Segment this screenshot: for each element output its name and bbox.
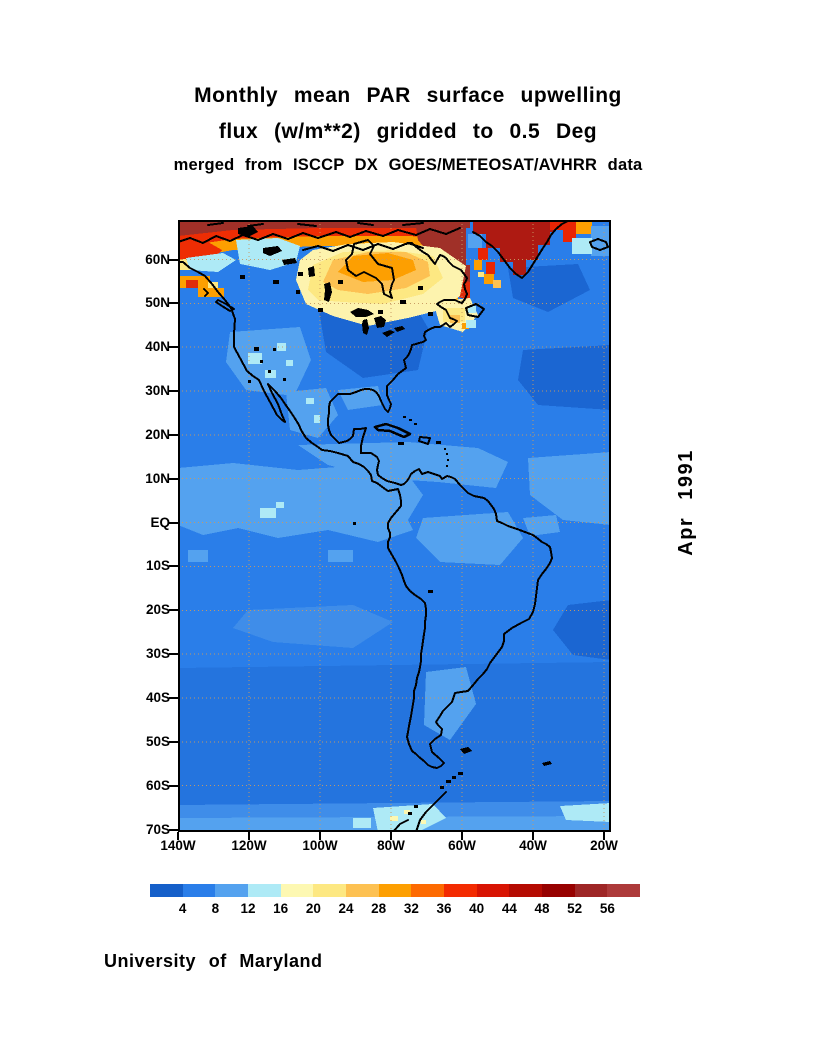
lat-tick-mark: [169, 740, 178, 743]
colorbar-segment: [346, 884, 379, 897]
lat-tick-mark: [169, 258, 178, 261]
lon-tick-mark: [532, 832, 534, 840]
lat-tick-label: 20N: [145, 426, 170, 442]
lon-tick-mark: [603, 832, 605, 840]
lat-tick-label: 70S: [145, 821, 170, 837]
colorbar-tick-label: 56: [599, 901, 615, 916]
colorbar-segment: [313, 884, 347, 897]
colorbar-segment: [476, 884, 510, 897]
colorbar-segment: [607, 884, 641, 897]
colorbar-segment: [150, 884, 183, 897]
colorbar-tick-label: 40: [469, 901, 485, 916]
colorbar-tick-label: 48: [534, 901, 550, 916]
colorbar-segment: [542, 884, 575, 897]
lat-tick-mark: [169, 653, 178, 656]
lat-tick-label: 50N: [145, 295, 170, 311]
lon-tick-label: 120W: [231, 838, 267, 853]
lat-tick-mark: [169, 346, 178, 349]
map-panel: 60N 50N 40N 30N 20N 10N EQ 10S 20S 30S 40S 50S 60S 70…: [145, 220, 618, 853]
colorbar-tick-label: 20: [305, 901, 321, 916]
lat-tick-label: 60S: [145, 777, 170, 793]
lat-tick-label: 30S: [145, 646, 170, 662]
lat-tick-mark: [169, 565, 178, 568]
lon-tick-mark: [461, 832, 463, 840]
chart-title-line1: Monthly mean PAR surface upwelling: [194, 84, 622, 107]
lon-tick-mark: [319, 832, 321, 840]
colorbar-tick-label: 44: [501, 901, 517, 916]
chart-subtitle: merged from ISCCP DX GOES/METEOSAT/AVHRR…: [173, 156, 643, 174]
lon-tick-label: 20W: [590, 838, 618, 853]
colorbar-segment: [574, 884, 608, 897]
lat-tick-mark: [169, 784, 178, 787]
colorbar-segment: [280, 884, 314, 897]
lat-tick-label: 20S: [145, 602, 170, 618]
lat-tick-label: 30N: [145, 383, 170, 399]
colorbar-segment: [248, 884, 281, 897]
colorbar-tick-label: 16: [273, 901, 289, 916]
lat-tick-mark: [169, 477, 178, 480]
colorbar-tick-label: 32: [403, 901, 419, 916]
colorbar-segment: [182, 884, 216, 897]
lon-tick-label: 40W: [519, 838, 547, 853]
chart-title-line2: flux (w/m**2) gridded to 0.5 Deg: [218, 120, 598, 143]
lat-tick-label: 10N: [145, 470, 170, 486]
colorbar-tick-label: 8: [211, 901, 220, 916]
lat-tick-mark: [169, 433, 178, 436]
lat-tick-mark: [169, 828, 178, 831]
lon-tick-label: 60W: [448, 838, 476, 853]
lon-tick-mark: [177, 832, 179, 840]
lat-tick-mark: [169, 609, 178, 612]
lon-tick-label: 140W: [160, 838, 196, 853]
lat-tick-label: 10S: [145, 558, 170, 574]
lat-tick-label: 50S: [145, 733, 170, 749]
lon-tick-mark: [390, 832, 392, 840]
lat-tick-label: 40N: [145, 339, 170, 355]
lon-tick-label: 100W: [302, 838, 338, 853]
colorbar-segment: [411, 884, 445, 897]
colorbar-tick-label: 12: [240, 901, 256, 916]
lat-tick-mark: [169, 697, 178, 699]
date-side-label-wrap: Apr 1991: [616, 432, 756, 572]
lat-tick-mark: [169, 302, 178, 305]
colorbar-segment: [215, 884, 249, 897]
lat-tick-mark: [169, 521, 178, 524]
date-side-label: Apr 1991: [674, 448, 697, 556]
colorbar-segment: [378, 884, 412, 897]
lon-tick-mark: [248, 832, 250, 840]
colorbar-tick-label: 24: [338, 901, 354, 916]
colorbar-tick-label: 4: [178, 901, 187, 916]
map-frame: [178, 220, 611, 832]
colorbar-tick-label: 36: [436, 901, 452, 916]
footer-credit: University of Maryland: [104, 951, 323, 971]
lat-tick-label: 40S: [145, 690, 170, 705]
lat-tick-label: EQ: [150, 514, 170, 530]
colorbar: [150, 884, 641, 897]
colorbar-tick-label: 52: [567, 901, 583, 916]
lat-tick-mark: [169, 390, 178, 393]
map-graphic: [177, 220, 611, 833]
colorbar-tick-label: 28: [371, 901, 387, 916]
lon-tick-label: 80W: [377, 838, 405, 853]
lat-tick-label: 60N: [145, 251, 170, 267]
colorbar-segment: [509, 884, 543, 897]
colorbar-segment: [444, 884, 477, 897]
